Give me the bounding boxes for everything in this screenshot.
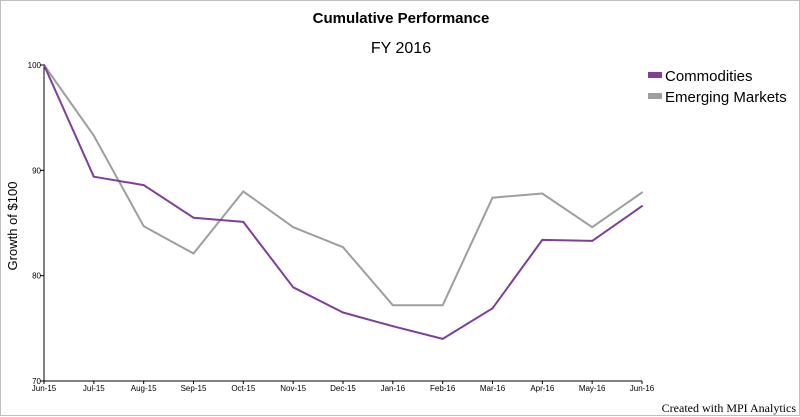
chart-title: Cumulative Performance <box>313 10 490 27</box>
x-tick-label: Sep-15 <box>181 384 207 393</box>
series-line-commodities <box>43 64 643 340</box>
x-tick-label: Jun-15 <box>32 384 57 393</box>
data-point-emerging-markets[interactable] <box>441 304 444 307</box>
series-line-emerging-markets <box>43 64 643 307</box>
legend: Commodities Emerging Markets <box>648 68 787 106</box>
y-tick-label: 90 <box>32 166 41 175</box>
series-layer <box>43 64 643 340</box>
data-point-emerging-markets[interactable] <box>641 191 643 194</box>
data-point-emerging-markets[interactable] <box>292 226 295 229</box>
data-point-commodities[interactable] <box>491 307 494 310</box>
data-point-commodities[interactable] <box>441 337 444 340</box>
x-axis-ticks: Jun-15 Jul-15 Aug-15 Sep-15 Oct-15 Nov-15 Dec-… <box>32 381 655 393</box>
x-tick-label: Feb-16 <box>430 384 456 393</box>
x-tick-label: Dec-15 <box>330 384 356 393</box>
x-tick-label: Nov-15 <box>280 384 306 393</box>
data-point-commodities[interactable] <box>192 216 195 219</box>
legend-item-emerging-markets[interactable]: Emerging Markets <box>648 89 787 106</box>
data-point-emerging-markets[interactable] <box>342 246 344 249</box>
data-point-commodities[interactable] <box>342 311 344 314</box>
x-tick-label: May-16 <box>579 384 606 393</box>
legend-swatch-emerging-markets <box>648 93 662 99</box>
legend-swatch-commodities <box>648 72 662 78</box>
data-point-commodities[interactable] <box>142 184 145 187</box>
data-point-commodities[interactable] <box>591 239 594 242</box>
y-tick-label: 80 <box>32 272 41 281</box>
data-point-commodities[interactable] <box>641 205 643 208</box>
data-point-emerging-markets[interactable] <box>491 196 494 199</box>
data-point-commodities[interactable] <box>92 175 95 178</box>
legend-item-commodities[interactable]: Commodities <box>648 68 753 85</box>
chart-subtitle: FY 2016 <box>371 40 431 57</box>
x-tick-label: Oct-15 <box>231 384 256 393</box>
data-point-commodities[interactable] <box>292 286 295 289</box>
x-tick-label: Jun-16 <box>630 384 655 393</box>
data-point-commodities[interactable] <box>391 325 394 328</box>
x-tick-label: Jul-15 <box>83 384 105 393</box>
x-tick-label: Aug-15 <box>131 384 157 393</box>
data-point-emerging-markets[interactable] <box>92 134 95 137</box>
legend-label-emerging-markets: Emerging Markets <box>665 89 787 106</box>
y-tick-label: 70 <box>32 377 41 386</box>
y-axis-label: Growth of $100 <box>5 182 20 271</box>
data-point-commodities[interactable] <box>541 238 544 241</box>
data-point-emerging-markets[interactable] <box>142 225 145 228</box>
x-tick-label: Jan-16 <box>381 384 406 393</box>
data-point-emerging-markets[interactable] <box>541 192 544 195</box>
x-tick-label: Mar-16 <box>480 384 506 393</box>
credit-text: Created with MPI Analytics <box>662 401 797 415</box>
legend-label-commodities: Commodities <box>665 68 753 85</box>
data-point-emerging-markets[interactable] <box>192 252 195 255</box>
y-tick-label: 100 <box>28 61 42 70</box>
data-point-commodities[interactable] <box>43 64 45 66</box>
data-point-emerging-markets[interactable] <box>591 226 594 229</box>
x-tick-label: Apr-16 <box>530 384 555 393</box>
data-point-commodities[interactable] <box>242 220 245 223</box>
data-point-emerging-markets[interactable] <box>391 304 394 307</box>
y-axis-ticks: 70 80 90 100 <box>28 61 44 386</box>
data-point-emerging-markets[interactable] <box>242 190 245 193</box>
